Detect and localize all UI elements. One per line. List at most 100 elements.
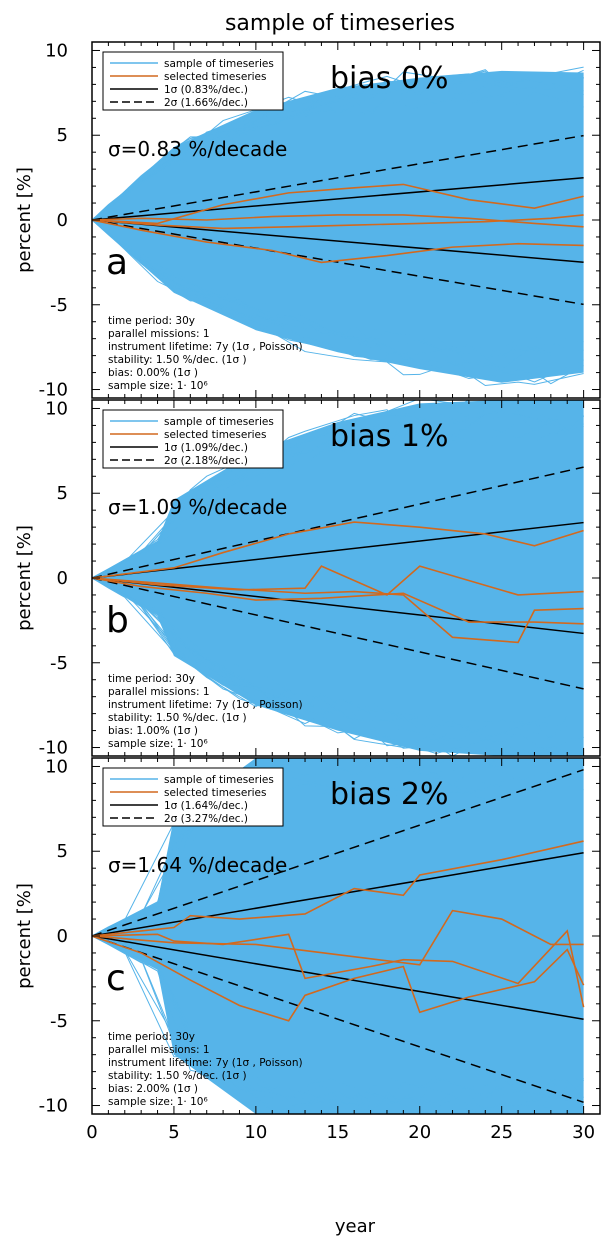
legend-selected-label: selected timeseries	[164, 71, 266, 83]
selected-timeseries	[92, 219, 584, 264]
selected-timeseries	[92, 935, 585, 1022]
panel-c: 10 5 0 -5 -10 percent [%] sample of timeseries…	[14, 756, 601, 1117]
figure-title: sample of timeseries	[225, 11, 455, 36]
sample-timeseries	[92, 577, 552, 738]
x-tick-label: 15	[326, 1122, 349, 1143]
sample-timeseries	[92, 219, 568, 354]
two-sigma-lower-line	[92, 219, 584, 306]
run-info-line: sample size: 1· 10⁶	[108, 738, 208, 750]
sample-timeseries	[92, 400, 531, 579]
y-tick-label: 5	[57, 125, 68, 146]
sample-timeseries	[92, 219, 584, 387]
sample-timeseries	[92, 219, 568, 373]
sample-timeseries	[92, 420, 568, 579]
sigma-label: σ=1.09 %/decade	[108, 495, 287, 519]
panel-b: 10 5 0 -5 -10 percent [%] sample of timeseries…	[14, 398, 601, 759]
sample-timeseries	[92, 577, 568, 743]
sample-timeseries	[92, 66, 584, 221]
two-sigma-lower-line	[92, 577, 584, 690]
sample-timeseries	[92, 412, 568, 579]
y-tick-label: 10	[45, 756, 68, 777]
sample-timeseries	[92, 935, 584, 1105]
plot-area	[92, 400, 584, 756]
legend-selected-label: selected timeseries	[164, 787, 266, 799]
legend-selected-label: selected timeseries	[164, 429, 266, 441]
sample-timeseries	[92, 776, 552, 937]
legend-box	[102, 51, 284, 111]
selected-timeseries	[92, 565, 584, 596]
bias-label: bias 1%	[330, 419, 449, 454]
sample-timeseries	[92, 96, 568, 221]
sample-envelope	[92, 758, 584, 1114]
one-sigma-upper-line	[92, 521, 584, 579]
bias-label: bias 0%	[330, 61, 449, 96]
legend-two-sigma-label: 2σ (1.66%/dec.)	[164, 97, 248, 109]
sample-timeseries	[92, 77, 584, 221]
panel-letter: b	[106, 600, 129, 641]
run-info-line: stability: 1.50 %/dec. (1σ )	[108, 712, 247, 724]
sample-timeseries	[92, 935, 568, 1102]
sample-timeseries	[92, 780, 584, 937]
selected-timeseries	[92, 183, 584, 225]
two-sigma-upper-line	[92, 466, 584, 579]
sample-timeseries	[92, 219, 584, 358]
two-sigma-upper-line	[92, 768, 584, 937]
run-info-line: parallel missions: 1	[108, 1044, 210, 1056]
sample-timeseries	[92, 400, 584, 579]
y-tick-label: 5	[57, 483, 68, 504]
sample-timeseries	[92, 935, 584, 1098]
legend-box	[102, 409, 284, 469]
y-tick-label: 0	[57, 568, 68, 589]
run-info-line: instrument lifetime: 7y (1σ , Poisson)	[108, 1057, 303, 1069]
sample-timeseries	[92, 577, 584, 755]
legend-two-sigma-label: 2σ (3.27%/dec.)	[164, 813, 248, 825]
sample-timeseries	[92, 80, 584, 221]
sample-timeseries	[92, 81, 568, 221]
sample-timeseries	[92, 69, 584, 221]
sample-timeseries	[92, 219, 568, 377]
sample-timeseries	[92, 577, 568, 738]
sample-timeseries	[92, 758, 584, 937]
y-axis-label: percent [%]	[14, 167, 35, 273]
legend-sample-label: sample of timeseries	[164, 416, 274, 428]
sample-timeseries	[92, 577, 584, 743]
plot-area	[92, 66, 584, 387]
panels: 10 5 0 -5 -10 percent [%] sample of timeseries…	[14, 40, 601, 1143]
run-info-line: bias: 0.00% (1σ )	[108, 367, 198, 379]
y-tick-label: 5	[57, 841, 68, 862]
bias-label: bias 2%	[330, 777, 449, 812]
sample-timeseries	[92, 935, 568, 1114]
panel-letter: c	[106, 958, 126, 999]
sample-timeseries	[92, 423, 584, 579]
sample-timeseries	[92, 758, 568, 937]
selected-timeseries	[92, 214, 584, 228]
run-info-line: sample size: 1· 10⁶	[108, 380, 208, 392]
selected-timeseries	[92, 521, 584, 579]
run-info-line: time period: 30y	[108, 1031, 195, 1043]
run-info-line: bias: 1.00% (1σ )	[108, 725, 198, 737]
sample-timeseries	[92, 219, 552, 358]
one-sigma-lower-line	[92, 935, 584, 1020]
sigma-label: σ=0.83 %/decade	[108, 137, 287, 161]
sample-timeseries	[92, 577, 568, 729]
x-tick-label: 20	[408, 1122, 431, 1143]
sample-timeseries	[92, 577, 563, 756]
y-tick-label: 10	[45, 40, 68, 61]
y-tick-label: 0	[57, 926, 68, 947]
legend-one-sigma-label: 1σ (1.64%/dec.)	[164, 800, 248, 812]
y-tick-label: -10	[39, 738, 68, 759]
y-tick-label: 0	[57, 210, 68, 231]
plot-area	[92, 758, 585, 1114]
sample-timeseries	[92, 758, 576, 937]
sample-timeseries	[92, 935, 552, 1114]
y-tick-label: 10	[45, 398, 68, 419]
panel-letter: a	[106, 242, 128, 283]
sample-timeseries	[92, 70, 584, 221]
selected-timeseries	[92, 214, 584, 230]
selected-timeseries	[92, 909, 584, 966]
one-sigma-lower-line	[92, 219, 584, 263]
sample-timeseries	[92, 935, 568, 1112]
